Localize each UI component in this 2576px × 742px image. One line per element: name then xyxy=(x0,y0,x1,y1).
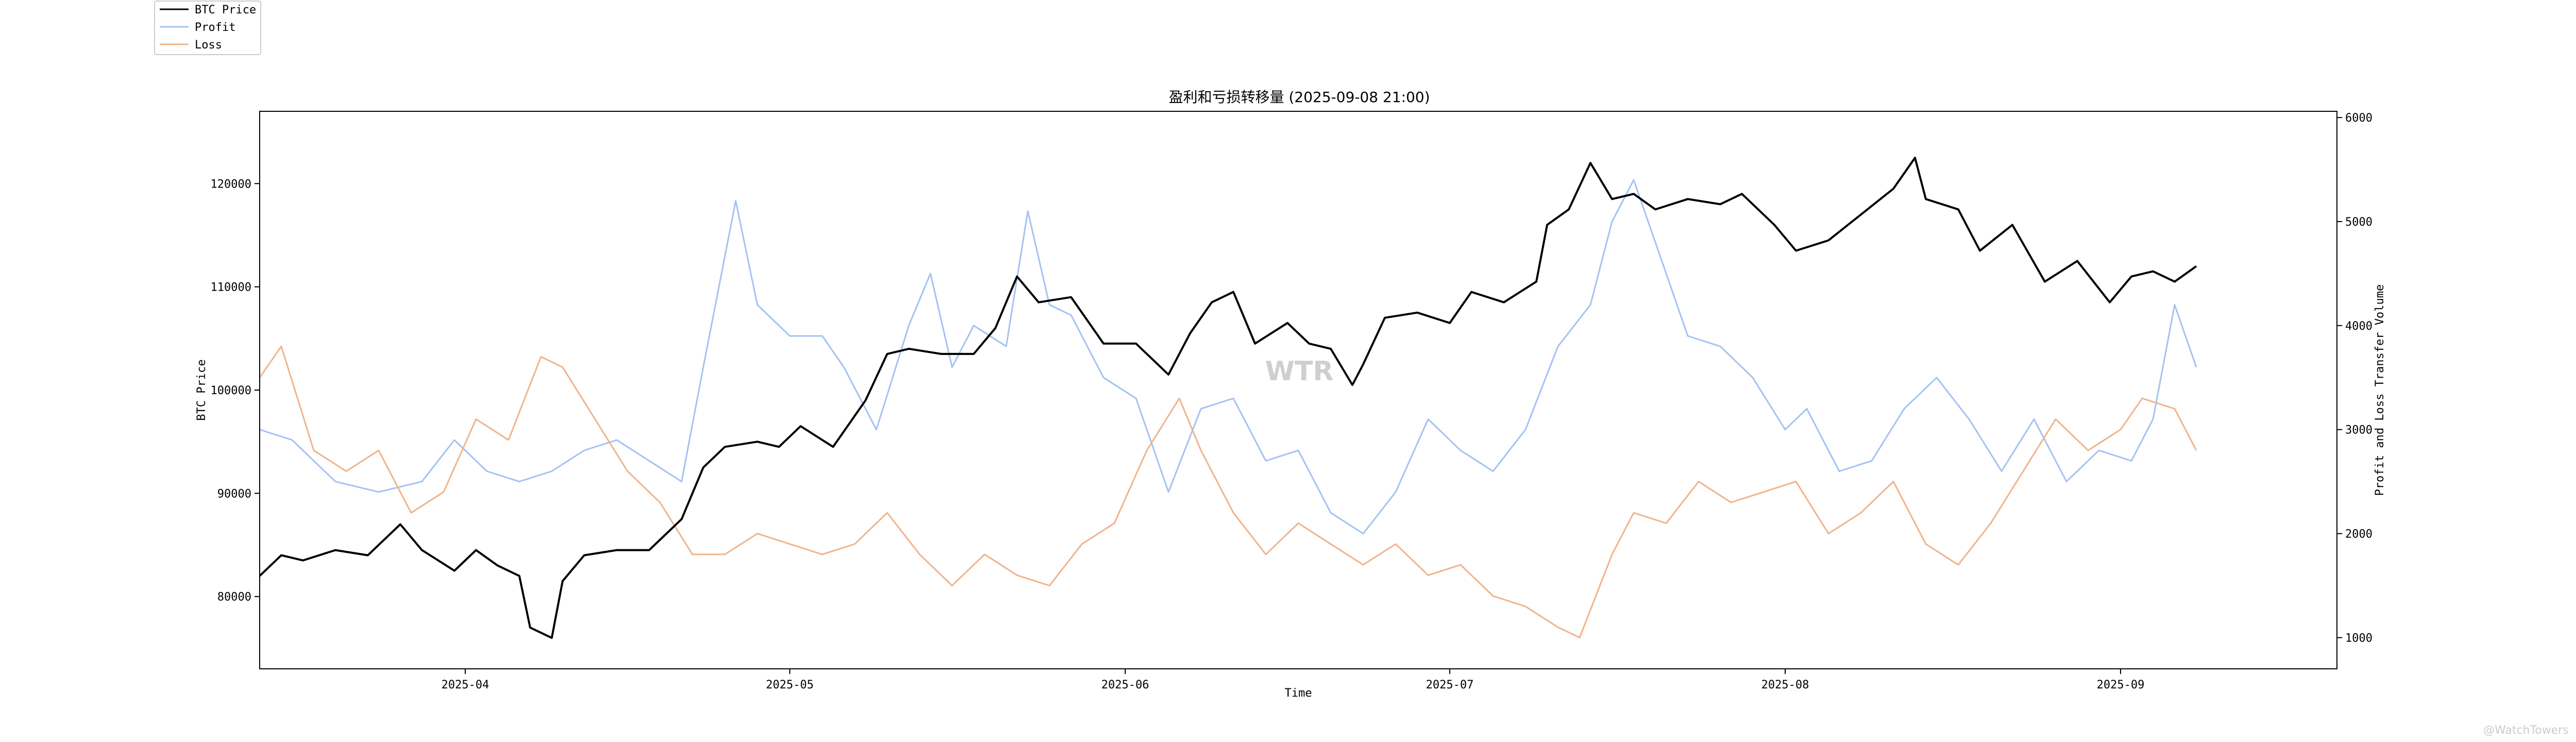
x-tick-label: 2025-04 xyxy=(442,679,489,692)
left-y-axis-label: BTC Price xyxy=(195,359,208,420)
brand-watermark: @WatchTowers xyxy=(2483,724,2569,737)
legend-label-btc-price: BTC Price xyxy=(195,4,256,16)
legend-label-profit: Profit xyxy=(195,21,235,34)
right-y-tick-label: 6000 xyxy=(2345,112,2372,125)
x-tick-label: 2025-07 xyxy=(1426,679,1474,692)
right-y-tick-label: 3000 xyxy=(2345,424,2372,437)
left-y-tick-label: 90000 xyxy=(217,487,251,500)
left-y-tick-label: 110000 xyxy=(211,281,251,294)
right-y-axis: 1000 2000 3000 4000 5000 6000 xyxy=(2337,112,2372,645)
chart-title: 盈利和亏损转移量 (2025-09-08 21:00) xyxy=(1168,89,1430,106)
plot-area-frame xyxy=(259,111,2337,669)
x-axis: 2025-04 2025-05 2025-06 2025-07 2025-08 2025-… xyxy=(442,669,2145,692)
legend-label-loss: Loss xyxy=(195,39,222,52)
series-line-btc-price xyxy=(259,157,2197,639)
legend: BTC Price Profit Loss xyxy=(154,1,261,55)
x-axis-label: Time xyxy=(1285,687,1312,700)
series-line-profit xyxy=(259,179,2197,535)
legend-box xyxy=(154,1,261,55)
left-y-tick-label: 120000 xyxy=(211,178,251,191)
left-y-tick-label: 80000 xyxy=(217,591,251,604)
x-tick-label: 2025-08 xyxy=(1761,679,1809,692)
left-y-axis: 80000 90000 100000 110000 120000 xyxy=(211,178,260,604)
series-layer xyxy=(259,157,2197,639)
x-tick-label: 2025-05 xyxy=(766,679,814,692)
right-y-tick-label: 2000 xyxy=(2345,528,2372,541)
watermark: WTR xyxy=(1265,356,1334,387)
x-tick-label: 2025-09 xyxy=(2097,679,2145,692)
right-y-tick-label: 5000 xyxy=(2345,216,2372,229)
left-y-tick-label: 100000 xyxy=(211,384,251,397)
right-y-tick-label: 4000 xyxy=(2345,320,2372,333)
right-y-tick-label: 1000 xyxy=(2345,632,2372,645)
series-line-loss xyxy=(259,345,2197,638)
x-tick-label: 2025-06 xyxy=(1101,679,1149,692)
right-y-axis-label: Profit and Loss Transfer Volume xyxy=(2374,284,2386,496)
